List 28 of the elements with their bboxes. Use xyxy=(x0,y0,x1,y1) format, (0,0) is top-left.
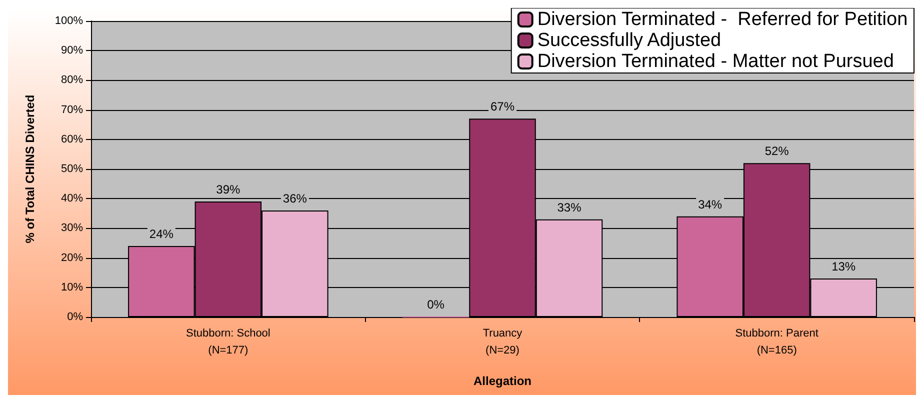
legend-label: Diversion Terminated - Matter not Pursued xyxy=(537,51,894,72)
data-label: 33% xyxy=(557,200,582,214)
legend-label: Diversion Terminated - Referred for Petition xyxy=(537,9,908,30)
data-label: 34% xyxy=(698,197,722,212)
y-tick-label: 100% xyxy=(54,15,84,27)
data-label: 0% xyxy=(427,298,445,312)
data-label: 36% xyxy=(282,191,308,206)
data-label: 67% xyxy=(490,100,515,114)
x-tick-label: Truancy (N=29) xyxy=(482,328,523,356)
x-axis-title: Allegation xyxy=(473,374,532,388)
y-tick-label: 50% xyxy=(60,163,84,175)
y-tick-label: 90% xyxy=(60,44,84,57)
data-label: 39% xyxy=(216,182,240,197)
legend-label: Successfully Adjusted xyxy=(537,30,722,51)
data-label: 24% xyxy=(149,226,174,241)
y-tick-label: 80% xyxy=(60,74,84,86)
y-tick-label: 0% xyxy=(67,311,84,323)
y-tick-label: 70% xyxy=(60,104,84,116)
x-tick-label: Stubborn: School (N=177) xyxy=(186,328,270,356)
y-tick-label: 30% xyxy=(60,222,84,234)
y-axis-title: % of Total CHINS Diverted xyxy=(23,94,37,244)
x-tick-label: Stubborn: Parent (N=165) xyxy=(735,328,818,356)
y-tick-label: 20% xyxy=(60,252,84,264)
data-label: 52% xyxy=(764,144,790,158)
y-tick-label: 40% xyxy=(60,192,84,205)
y-tick-label: 60% xyxy=(60,133,84,146)
data-label: 13% xyxy=(832,260,856,274)
y-tick-label: 10% xyxy=(60,281,84,294)
